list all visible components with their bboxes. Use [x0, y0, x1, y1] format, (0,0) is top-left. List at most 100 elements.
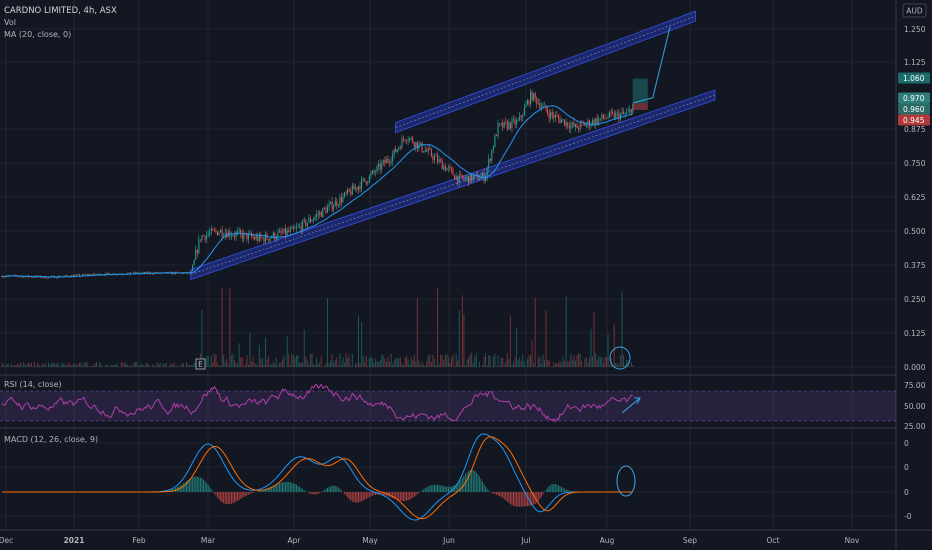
candle-body [561, 120, 563, 123]
price-channel[interactable] [190, 10, 716, 281]
candle-body [430, 149, 432, 157]
volume-bar [82, 365, 84, 367]
macd-histogram-bar [447, 486, 449, 492]
long-position-tool[interactable] [632, 26, 671, 110]
candle-body [246, 232, 248, 240]
candle-body [376, 166, 378, 173]
candle-body [412, 137, 414, 143]
candle-body [464, 177, 466, 180]
volume-bar [488, 354, 490, 367]
volume-bar [190, 364, 192, 367]
rsi-band [0, 391, 896, 421]
volume-bar [170, 363, 172, 367]
candle-body [632, 104, 634, 113]
macd-histogram-bar [235, 492, 237, 502]
volume-bar [75, 364, 77, 367]
symbol-title[interactable]: CARDNO LIMITED, 4h, ASX [4, 6, 117, 16]
volume-bar [254, 363, 256, 367]
price-axis[interactable]: 1.250 1.125 0.875 0.750 0.625 0.500 0.375 0.250… [904, 25, 926, 372]
volume-bar [277, 365, 279, 367]
volume-bar [114, 364, 116, 367]
volume-indicator-label[interactable]: Vol [4, 18, 16, 27]
volume-bar [209, 365, 211, 367]
candle-body [344, 192, 346, 197]
volume-bar [384, 358, 386, 367]
candle-body [567, 122, 569, 127]
volume-bar [392, 364, 394, 367]
price-tick-label: 1.250 [904, 25, 926, 34]
rsi-tick-label: 25.00 [904, 422, 926, 431]
candle-body [415, 141, 417, 148]
volume-bar [238, 343, 240, 367]
macd-histogram-bar [309, 492, 311, 494]
volume-bar [528, 355, 530, 367]
macd-histogram-bar [271, 486, 273, 492]
volume-bar [361, 322, 363, 367]
time-tick-label: Oct [767, 536, 780, 545]
volume-bar [252, 356, 254, 367]
time-tick-label: Dec [0, 536, 13, 545]
macd-histogram-bar [258, 490, 260, 492]
volume-bar [61, 362, 63, 367]
candle-body [570, 124, 572, 129]
time-axis[interactable]: Dec 2021 Feb Mar Apr May Jun Jul Aug Sep Oct Nov [0, 536, 860, 545]
macd-histogram-bar [359, 492, 361, 502]
candle-body [437, 155, 439, 162]
candle-body [508, 122, 510, 129]
candle-body [151, 273, 153, 275]
candle-body [593, 120, 595, 125]
volume-bar [534, 297, 536, 367]
volume-bar [345, 353, 347, 367]
volume-bar [320, 355, 322, 367]
candle-body [373, 170, 375, 173]
volume-bar [423, 364, 425, 367]
volume-bar [359, 362, 361, 367]
volume-bar [609, 364, 611, 367]
candle-body [134, 272, 136, 274]
candle-body [575, 124, 576, 127]
volume-bar [311, 353, 313, 367]
volume-bar [433, 358, 435, 367]
volume-bar [556, 363, 558, 367]
candle-body [502, 123, 504, 128]
macd-histogram-bar [537, 492, 539, 502]
candle-body [323, 208, 325, 209]
price-tag-label: 0.945 [903, 116, 925, 125]
macd-indicator-label[interactable]: MACD (12, 26, close, 9) [4, 435, 98, 444]
macd-histogram-bar [471, 469, 473, 492]
macd-histogram-bar [454, 485, 456, 492]
volume-bar [602, 362, 604, 367]
volume-bar [319, 362, 321, 367]
volume-bar [632, 364, 634, 367]
rsi-axis: 75.00 50.00 25.00 [904, 381, 926, 431]
macd-histogram-bar [382, 492, 384, 496]
macd-histogram-bar [435, 484, 437, 492]
candle-body [266, 234, 268, 240]
macd-histogram-bar [339, 488, 341, 492]
macd-histogram-bar [215, 492, 217, 496]
macd-histogram-bar [533, 492, 535, 505]
volume-bar [179, 365, 181, 367]
volume-bar [89, 365, 91, 367]
macd-histogram-bar [513, 492, 514, 506]
macd-histogram-bar [547, 487, 549, 492]
macd-histogram-bar [227, 492, 229, 505]
volume-bar [551, 366, 553, 367]
macd-histogram-bar [232, 492, 234, 504]
candle-body [365, 181, 367, 184]
ma-indicator-label[interactable]: MA (20, close, 0) [4, 30, 71, 39]
volume-bar [192, 365, 194, 367]
macd-histogram-bar [494, 492, 496, 495]
volume-bar [455, 353, 457, 367]
candle-body [469, 173, 471, 184]
volume-bar [313, 364, 315, 367]
macd-histogram-bar [509, 492, 511, 505]
currency-badge[interactable]: AUD [902, 3, 927, 18]
volume-bar [43, 364, 45, 367]
earnings-marker[interactable]: E [195, 358, 206, 370]
volume-bar [564, 360, 566, 367]
macd-histogram-bar [525, 492, 527, 507]
rsi-indicator-label[interactable]: RSI (14, close) [4, 380, 62, 389]
volume-bar [165, 363, 167, 367]
